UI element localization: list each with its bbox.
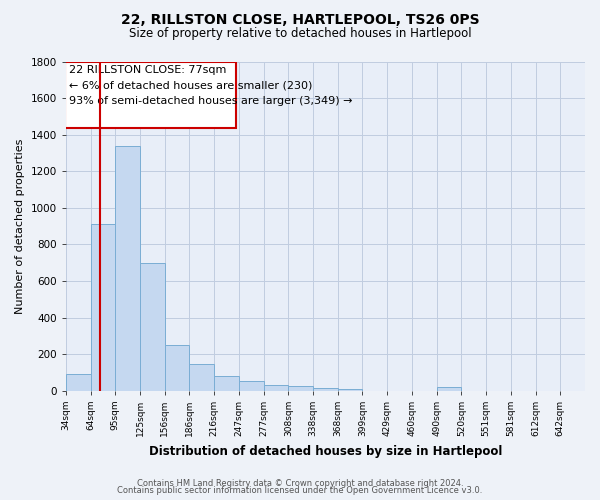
Bar [214,376,239,391]
X-axis label: Distribution of detached houses by size in Hartlepool: Distribution of detached houses by size … [149,444,502,458]
FancyBboxPatch shape [65,62,236,128]
Text: 93% of semi-detached houses are larger (3,349) →: 93% of semi-detached houses are larger (… [69,96,353,106]
Bar [140,262,165,391]
Text: 22 RILLSTON CLOSE: 77sqm: 22 RILLSTON CLOSE: 77sqm [69,64,226,74]
Bar [165,345,190,391]
Text: Contains public sector information licensed under the Open Government Licence v3: Contains public sector information licen… [118,486,482,495]
Text: ← 6% of detached houses are smaller (230): ← 6% of detached houses are smaller (230… [69,80,313,90]
Bar [239,380,263,391]
Bar [289,386,313,391]
Bar [115,146,140,391]
Text: 22, RILLSTON CLOSE, HARTLEPOOL, TS26 0PS: 22, RILLSTON CLOSE, HARTLEPOOL, TS26 0PS [121,12,479,26]
Text: Size of property relative to detached houses in Hartlepool: Size of property relative to detached ho… [128,28,472,40]
Bar [313,388,338,391]
Bar [338,389,362,391]
Bar [66,374,91,391]
Text: Contains HM Land Registry data © Crown copyright and database right 2024.: Contains HM Land Registry data © Crown c… [137,478,463,488]
Bar [91,224,115,391]
Bar [437,387,461,391]
Y-axis label: Number of detached properties: Number of detached properties [15,138,25,314]
Bar [263,386,289,391]
Bar [190,364,214,391]
